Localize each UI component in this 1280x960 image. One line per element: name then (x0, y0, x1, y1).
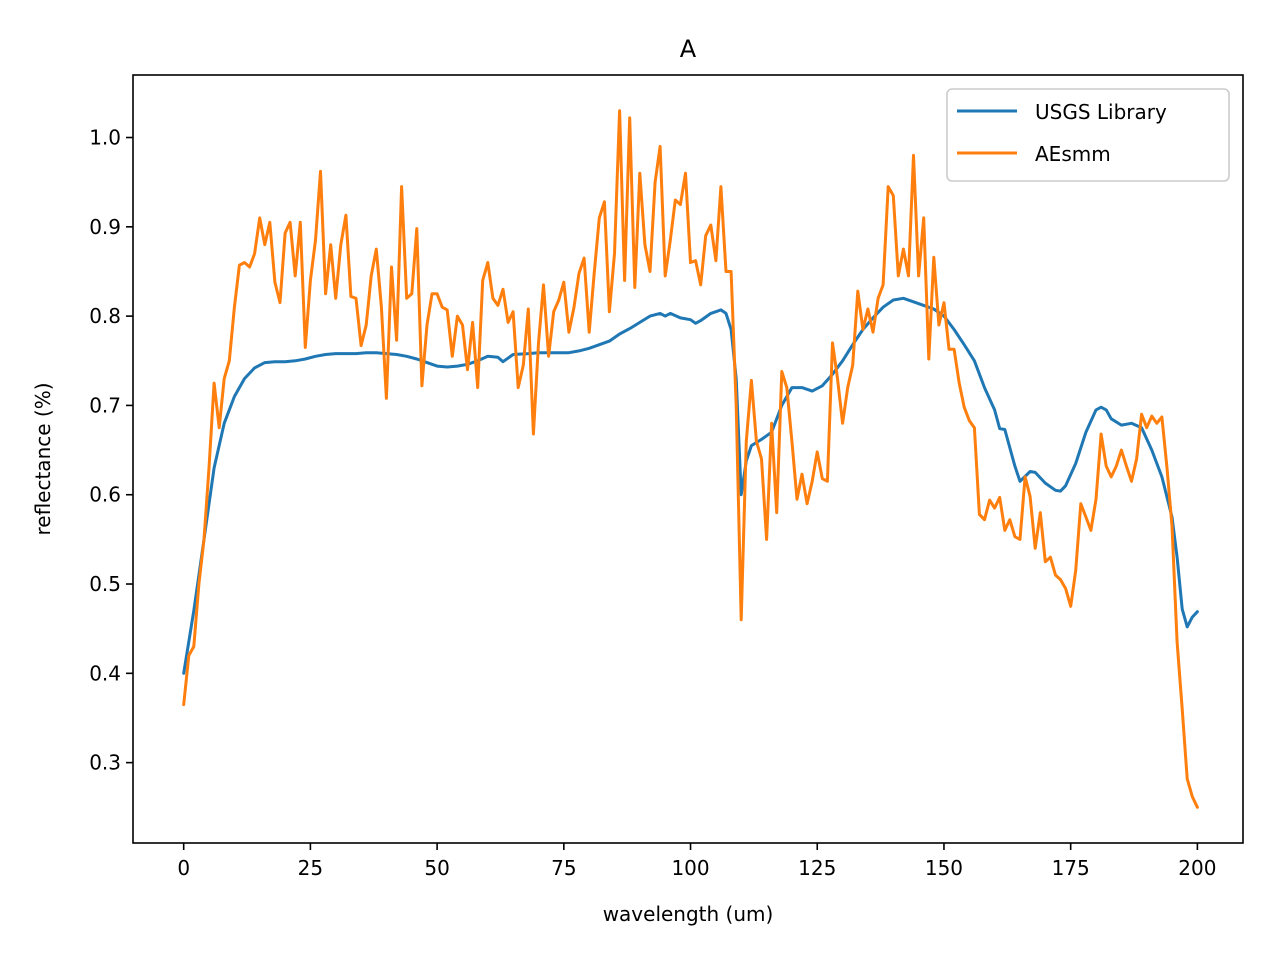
series-line-aesmm (182, 109, 1199, 809)
x-tick-label: 125 (798, 856, 836, 880)
x-tick-label: 100 (671, 856, 709, 880)
y-tick-label: 0.4 (89, 661, 121, 685)
y-tick-label: 0.6 (89, 483, 121, 507)
x-tick-label: 150 (925, 856, 963, 880)
x-axis: 0 25 50 75 100 125 150 175 200 (177, 843, 1216, 880)
x-tick-label: 25 (298, 856, 323, 880)
y-axis: 0.3 0.4 0.5 0.6 0.7 0.8 0.9 1.0 (89, 126, 133, 775)
y-tick-label: 0.3 (89, 751, 121, 775)
x-tick-label: 200 (1178, 856, 1216, 880)
legend-label-usgs-library: USGS Library (1035, 100, 1167, 124)
y-tick-label: 1.0 (89, 126, 121, 150)
x-tick-label: 175 (1052, 856, 1090, 880)
y-tick-label: 0.8 (89, 304, 121, 328)
x-tick-label: 0 (177, 856, 190, 880)
chart-title: A (680, 35, 697, 63)
legend: USGS Library AEsmm (946, 88, 1230, 182)
x-tick-label: 50 (424, 856, 449, 880)
y-tick-label: 0.5 (89, 572, 121, 596)
legend-label-aesmm: AEsmm (1035, 142, 1111, 166)
series-line-usgs-library (182, 296, 1199, 675)
y-tick-label: 0.7 (89, 393, 121, 417)
y-axis-label: reflectance (%) (31, 382, 55, 535)
x-axis-label: wavelength (um) (603, 902, 774, 926)
y-tick-label: 0.9 (89, 215, 121, 239)
legend-box (946, 88, 1230, 182)
x-tick-label: 75 (551, 856, 576, 880)
series-layer (182, 109, 1199, 809)
plot-frame (132, 74, 1244, 844)
